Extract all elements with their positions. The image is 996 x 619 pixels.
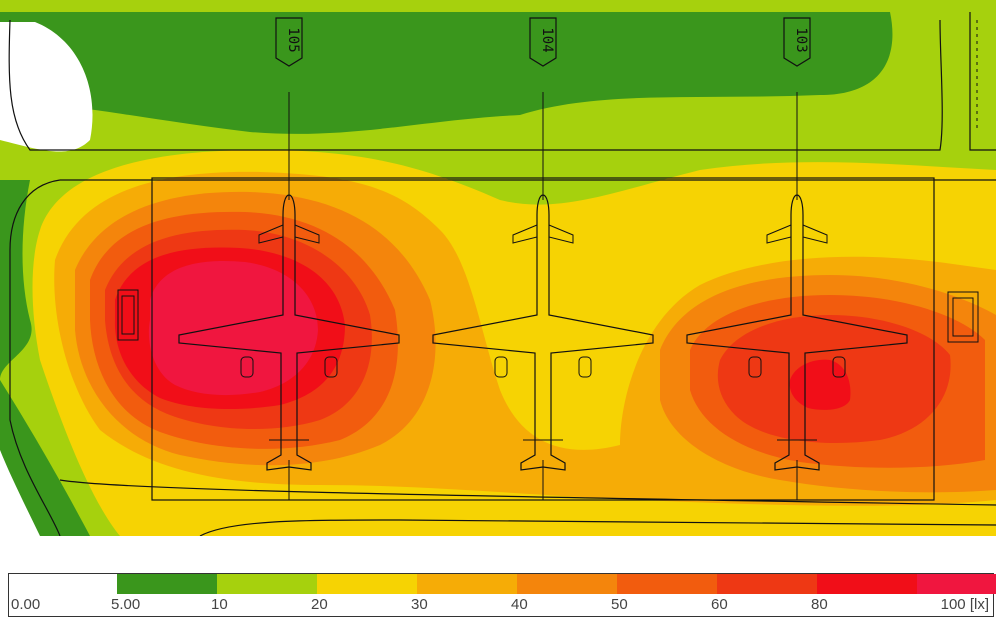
legend-label: 50: [611, 596, 628, 613]
legend-label: 100 [lx]: [940, 596, 989, 613]
legend-swatch: [217, 574, 317, 594]
legend-swatch: [717, 574, 817, 594]
apron-outline: [8, 12, 996, 536]
legend-swatch: [617, 574, 717, 594]
light-mast-left: [117, 289, 139, 341]
legend-swatch: [517, 574, 617, 594]
legend-label: 30: [411, 596, 428, 613]
contour-white: [0, 22, 93, 152]
stand-label: 105: [285, 27, 301, 52]
stand-marker-103: 103: [783, 17, 811, 67]
stand-marker-104: 104: [529, 17, 557, 67]
legend-frame: 0.00 5.00 10 20 30 40 50 60 80 100 [lx]: [8, 573, 996, 617]
legend-swatch: [317, 574, 417, 594]
illuminance-heatmap: 105 104 103: [0, 0, 996, 536]
illuminance-legend: 0.00 5.00 10 20 30 40 50 60 80 100 [lx]: [0, 573, 996, 619]
contour-green-left: [0, 180, 32, 380]
light-mast-right: [947, 291, 979, 343]
stand-label: 103: [793, 27, 809, 52]
contour-green-top: [0, 12, 893, 134]
legend-swatch: [817, 574, 917, 594]
legend-label: 0.00: [11, 596, 41, 613]
legend-label: 20: [311, 596, 328, 613]
legend-label: 5.00: [111, 596, 141, 613]
stand-centerlines: [288, 92, 798, 500]
legend-label: 40: [511, 596, 528, 613]
legend-label: 10: [211, 596, 228, 613]
legend-swatch: [917, 574, 996, 594]
legend-label: 80: [811, 596, 828, 613]
legend-label: 60: [711, 596, 728, 613]
contour-green-bottom-left: [0, 380, 90, 536]
legend-swatch: [117, 574, 217, 594]
contour-crimson: [148, 260, 318, 396]
legend-swatch: [417, 574, 517, 594]
stand-label: 104: [539, 27, 555, 52]
stand-marker-105: 105: [275, 17, 303, 67]
